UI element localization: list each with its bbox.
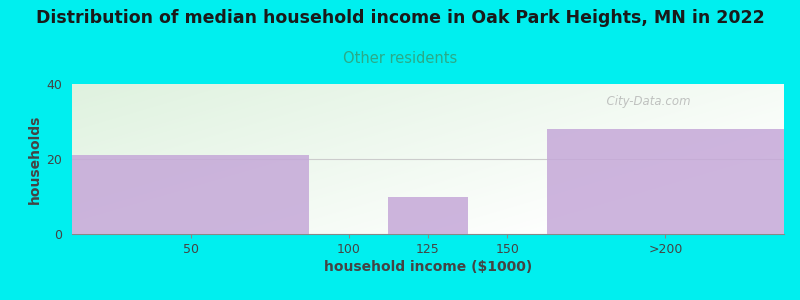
Text: City-Data.com: City-Data.com bbox=[599, 95, 690, 109]
Text: Distribution of median household income in Oak Park Heights, MN in 2022: Distribution of median household income … bbox=[36, 9, 764, 27]
Bar bbox=[389, 196, 467, 234]
X-axis label: household income ($1000): household income ($1000) bbox=[324, 260, 532, 274]
Bar bbox=[546, 129, 784, 234]
Bar bbox=[72, 155, 310, 234]
Y-axis label: households: households bbox=[28, 114, 42, 204]
Text: Other residents: Other residents bbox=[343, 51, 457, 66]
